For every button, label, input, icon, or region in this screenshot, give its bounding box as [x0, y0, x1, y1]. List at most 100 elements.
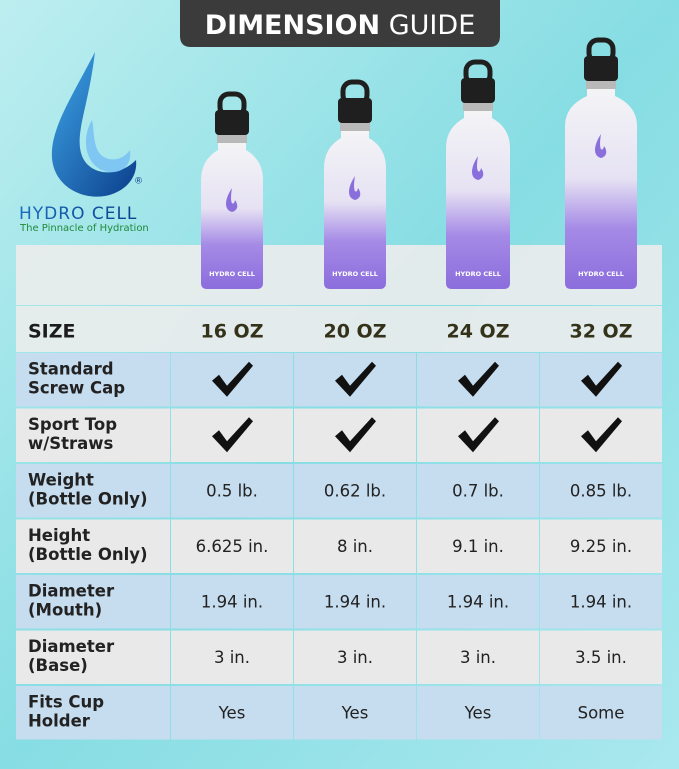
bottle-logo: [349, 176, 361, 200]
bottle: HYDRO CELL: [324, 79, 386, 289]
bottle-ring: [586, 80, 616, 89]
row-label: Diameter: [28, 582, 115, 601]
cell-value: 9.1 in.: [452, 537, 504, 556]
cell-value: Yes: [341, 703, 369, 722]
header-title-light: GUIDE: [389, 10, 476, 41]
row-label: (Mouth): [28, 601, 102, 620]
bottle-body: [446, 110, 510, 289]
row-label: Height: [28, 526, 90, 545]
cell: [294, 575, 416, 629]
cell: [417, 408, 539, 462]
cell-value: 1.94 in.: [201, 592, 263, 611]
checkmark: [458, 417, 499, 453]
label-cell: [16, 353, 170, 407]
bottle-label: HYDRO CELL: [209, 270, 255, 278]
header-title-bold: DIMENSION: [205, 10, 380, 41]
bottle-handle: [340, 79, 370, 107]
bottle-label: HYDRO CELL: [455, 270, 501, 278]
bottle: HYDRO CELL: [565, 37, 637, 289]
cell-value: 0.62 lb.: [324, 481, 386, 500]
cell: [171, 353, 293, 407]
checkmark: [458, 361, 499, 397]
row-label: Holder: [28, 712, 91, 731]
logo: ® HYDRO CELL The Pinnacle of Hydration: [19, 52, 149, 234]
cell: [540, 575, 662, 629]
label-cell: [16, 686, 170, 740]
cell: [540, 519, 662, 573]
bottle-label: HYDRO CELL: [578, 270, 624, 278]
bottle-label: HYDRO CELL: [332, 270, 378, 278]
size-header: 20 OZ: [324, 321, 387, 343]
checkmark: [335, 417, 376, 453]
cell: [417, 464, 539, 518]
size-header: 24 OZ: [447, 321, 510, 343]
cell: [540, 630, 662, 684]
cell-value: 3.5 in.: [575, 648, 627, 667]
cell: [171, 630, 293, 684]
cell: [294, 519, 416, 573]
row-label: Sport Top: [28, 415, 117, 434]
cell: [540, 686, 662, 740]
size-label: SIZE: [28, 321, 76, 343]
bottle-body: [201, 142, 263, 289]
cell: [417, 686, 539, 740]
bottle-ring: [340, 122, 370, 131]
row-label: Screw Cap: [28, 379, 125, 398]
row-label: (Bottle Only): [28, 545, 148, 564]
cell-value: 9.25 in.: [570, 537, 632, 556]
row-label: w/Straws: [28, 434, 114, 453]
checkmark: [581, 361, 622, 397]
checkmark: [335, 361, 376, 397]
cell-value: 0.5 lb.: [206, 481, 258, 500]
cell-value: 1.94 in.: [447, 592, 509, 611]
size-header: 16 OZ: [201, 321, 264, 343]
row-label: (Bottle Only): [28, 490, 148, 509]
cell: [417, 519, 539, 573]
registered-mark: ®: [134, 177, 143, 187]
cell: [417, 353, 539, 407]
cell: [171, 575, 293, 629]
size-header: 32 OZ: [570, 321, 633, 343]
row-label: Fits Cup: [28, 693, 104, 712]
cell: [417, 630, 539, 684]
bottle-body: [324, 130, 386, 289]
bottle: HYDRO CELL: [201, 91, 263, 289]
cell: [171, 519, 293, 573]
bottle-logo: [472, 156, 484, 180]
cell: [294, 630, 416, 684]
cell-value: 3 in.: [460, 648, 496, 667]
cell-value: 6.625 in.: [196, 537, 269, 556]
cell: [294, 353, 416, 407]
cell: [171, 686, 293, 740]
cell: [540, 353, 662, 407]
brand-tagline: The Pinnacle of Hydration: [19, 223, 149, 234]
bottle-body: [565, 88, 637, 289]
cell-value: 3 in.: [214, 648, 250, 667]
label-cell: [16, 464, 170, 518]
cell: [294, 408, 416, 462]
cell-value: 8 in.: [337, 537, 373, 556]
label-cell: [16, 575, 170, 629]
label-cell: [16, 519, 170, 573]
cell: [540, 408, 662, 462]
header-box: [180, 0, 500, 47]
bottle-handle: [217, 91, 247, 119]
checkmark: [212, 361, 253, 397]
cell: [171, 408, 293, 462]
label-cell: [16, 408, 170, 462]
cell: [294, 686, 416, 740]
size-row: [16, 306, 662, 352]
checkmark: [212, 417, 253, 453]
bottle-handle: [586, 37, 616, 65]
cell-value: Some: [578, 703, 625, 722]
bottle-handle: [463, 59, 493, 87]
row-label: Diameter: [28, 637, 115, 656]
brand-name: HYDRO CELL: [19, 204, 137, 224]
bottle-logo: [226, 188, 238, 212]
cell-value: 1.94 in.: [324, 592, 386, 611]
row-label: Standard: [28, 360, 114, 379]
cell-value: 3 in.: [337, 648, 373, 667]
cell-value: 0.7 lb.: [452, 481, 504, 500]
